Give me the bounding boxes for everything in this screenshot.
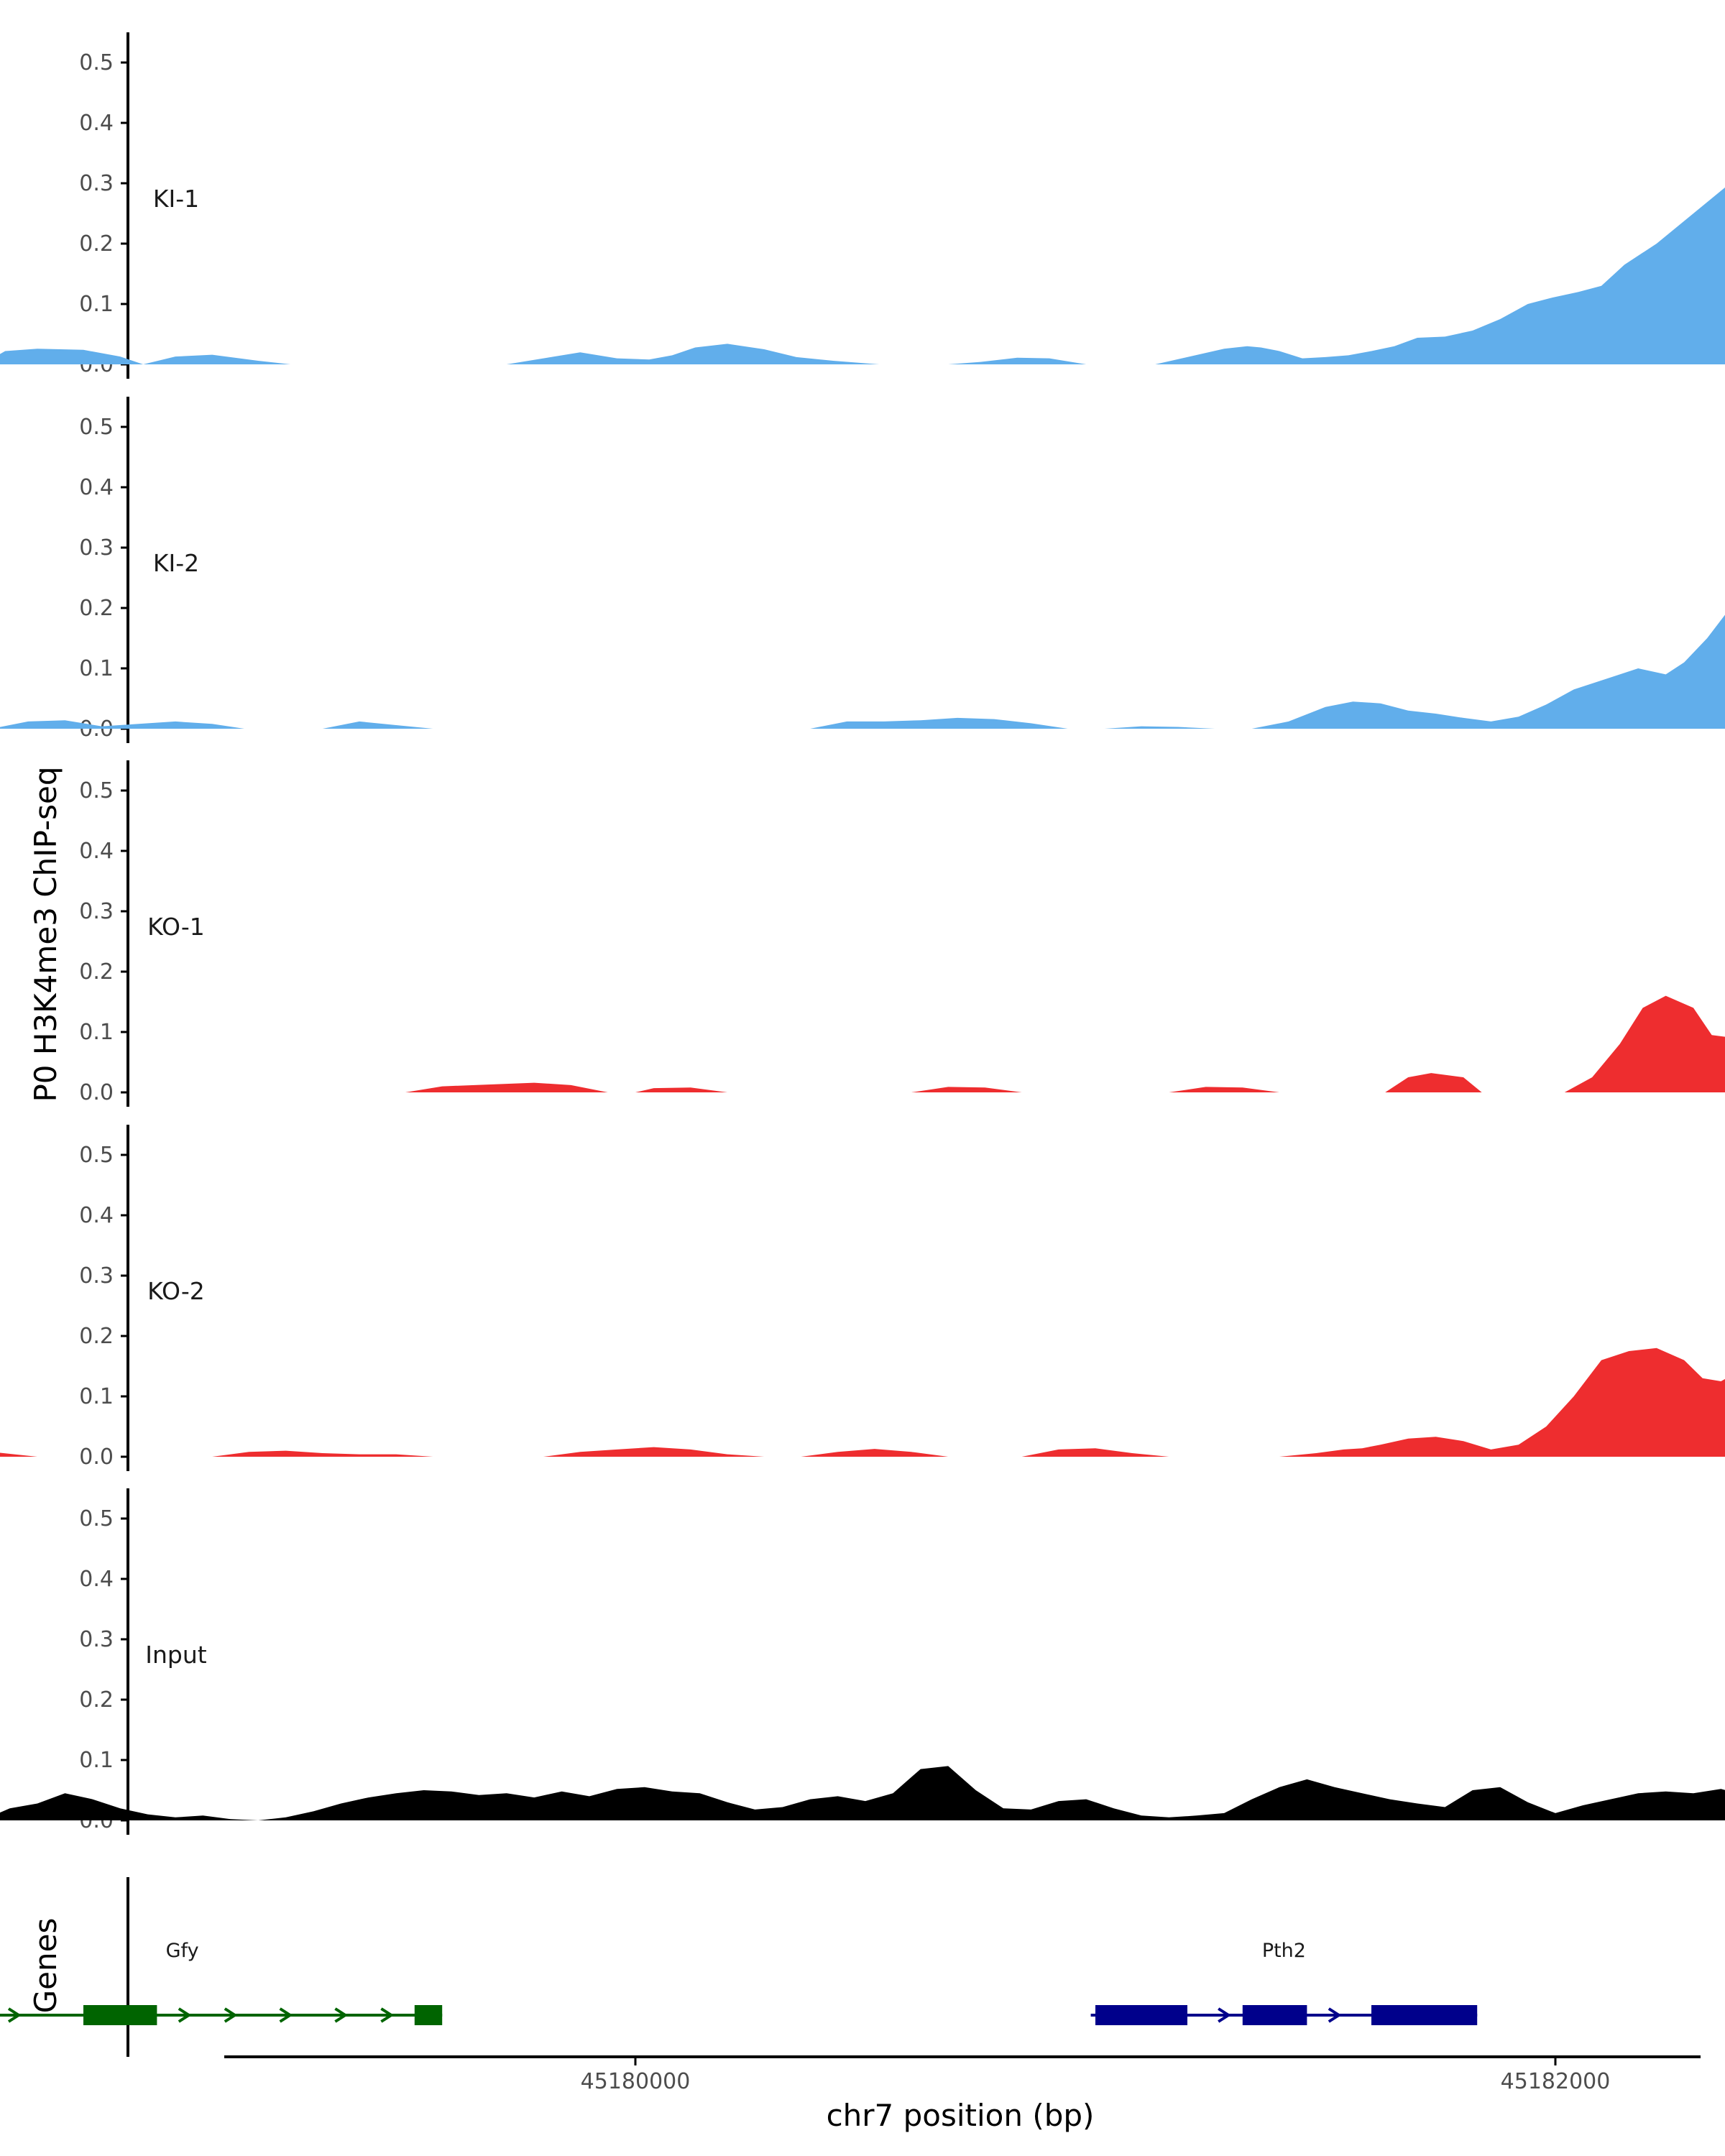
y-tick-label: 0.0 — [79, 1445, 114, 1470]
y-tick-label: 0.0 — [79, 717, 114, 742]
y-tick-label: 0.1 — [79, 1748, 114, 1773]
track-label-input: Input — [145, 1641, 207, 1669]
strand-arrow — [380, 2007, 395, 2023]
gene-track: GfyPth2Ccdc155 — [0, 1877, 1478, 2057]
y-tick-label: 0.2 — [79, 959, 114, 985]
track-label-ko-2: KO-2 — [147, 1277, 205, 1305]
track-ki-1: 0.00.10.20.30.40.5KI-1 — [0, 32, 1725, 379]
x-axis: 451800004518200045184000 — [224, 2055, 1701, 2094]
y-tick-label: 0.4 — [79, 1567, 114, 1592]
y-tick-label: 0.2 — [79, 1324, 114, 1349]
track-label-ki-2: KI-2 — [153, 549, 199, 577]
area-ko-2 — [0, 1348, 1725, 1457]
y-tick-label: 0.5 — [79, 1506, 114, 1531]
gene-exon — [1371, 2005, 1478, 2025]
strand-arrow — [279, 2007, 293, 2023]
y-tick-label: 0.5 — [79, 415, 114, 440]
y-tick-label: 0.3 — [79, 535, 114, 561]
track-label-ki-1: KI-1 — [153, 185, 199, 213]
strand-arrow — [1328, 2007, 1342, 2023]
track-ko-2: 0.0 0.1 0.2 0.3 0.4 0.5 KO-2 — [0, 1125, 1725, 1471]
area-ko-1 — [0, 995, 1725, 1092]
y-tick-label: 0.2 — [79, 596, 114, 621]
x-axis-title: chr7 position (bp) — [827, 2098, 1095, 2133]
y-tick-label: 0.2 — [79, 1687, 114, 1713]
x-tick-label: 45182000 — [1501, 2069, 1611, 2094]
gene-label: Gfy — [166, 1940, 199, 1962]
y-tick-label: 0.5 — [79, 1143, 114, 1168]
track-ko-1: 0.0 0.1 0.2 0.3 0.4 0.5 KO-1 — [0, 760, 1725, 1107]
strand-arrow — [178, 2007, 192, 2023]
y-tick-label: 0.3 — [79, 1627, 114, 1652]
signal-tracks: 0.0 0.1 0.2 0.3 0.4 0.5 KI-1 0.0 0.1 0.2 0.3 0.4 0.5… — [0, 32, 1725, 1835]
strand-arrow — [7, 2007, 22, 2023]
y-tick-label: 0.4 — [79, 475, 114, 500]
y-tick-label: 0.3 — [79, 1263, 114, 1289]
y-tick-label: 0.5 — [79, 50, 114, 75]
area-input — [0, 1766, 1725, 1820]
y-tick-label: 0.1 — [79, 656, 114, 681]
y-tick-label: 0.4 — [79, 839, 114, 864]
y-axis-title: P0 H3K4me3 ChIP-seq — [28, 766, 63, 1102]
strand-arrow — [334, 2007, 349, 2023]
y-tick-label: 0.5 — [79, 778, 114, 803]
area-ki-2 — [0, 614, 1725, 729]
y-tick-label: 0.4 — [79, 111, 114, 136]
track-ki-2: 0.0 0.1 0.2 0.3 0.4 0.5 KI-2 — [0, 397, 1725, 743]
y-tick-label: 0.1 — [79, 292, 114, 317]
strand-arrow — [224, 2007, 238, 2023]
ylabel-group: P0 H3K4me3 ChIP-seq — [28, 766, 63, 1102]
y-tick-label: 0.1 — [79, 1020, 114, 1045]
y-tick-label: 0.0 — [79, 1080, 114, 1105]
x-tick-label: 45180000 — [581, 2069, 691, 2094]
gene-exon — [414, 2005, 443, 2025]
gene-pth2: Pth2 — [1090, 1940, 1478, 2025]
y-tick-label: 0.2 — [79, 231, 114, 257]
genes-track-title: Genes — [28, 1918, 63, 2014]
genes-label-group: Genes — [28, 1918, 63, 2014]
y-tick-label: 0.3 — [79, 171, 114, 196]
y-tick-label: 0.3 — [79, 899, 114, 924]
gene-exon — [83, 2005, 157, 2025]
y-tick-label: 0.4 — [79, 1203, 114, 1228]
strand-arrow — [1218, 2007, 1231, 2023]
y-tick-label: 0.1 — [79, 1384, 114, 1409]
gene-gfy: Gfy — [0, 1940, 443, 2025]
track-label-ko-1: KO-1 — [147, 913, 205, 941]
gene-exon — [1095, 2005, 1187, 2025]
gene-label: Pth2 — [1262, 1940, 1306, 1962]
gene-exon — [1242, 2005, 1307, 2025]
area-ki-1 — [0, 187, 1725, 364]
